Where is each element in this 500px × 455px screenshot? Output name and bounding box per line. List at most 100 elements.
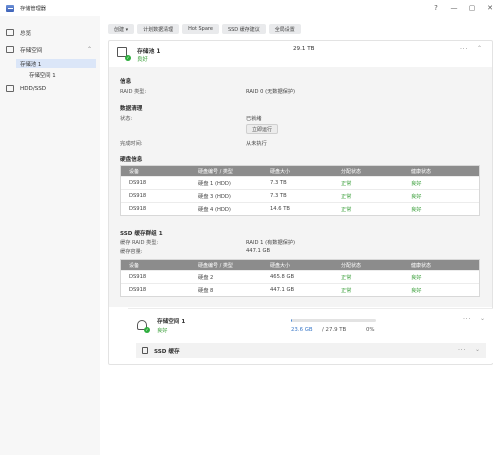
help-icon[interactable]: ? [434, 4, 438, 12]
schedule-scrub-button[interactable]: 计划数据清理 [137, 24, 180, 34]
table-row[interactable]: DS918 硬盘 8 447.1 GB 正常 良好 [121, 283, 479, 296]
device-cell: DS918 [129, 287, 147, 293]
chevron-up-icon[interactable]: ⌃ [476, 45, 482, 52]
disk-size-cell: 14.6 TB [270, 206, 290, 212]
raid-type-label: RAID 类型: [120, 89, 147, 95]
disk-size-cell: 447.1 GB [270, 287, 295, 293]
sidebar-item-storage[interactable]: 存储空间 ⌃ [6, 44, 96, 55]
disk-id-cell: 硬盘 3 (HDD) [198, 193, 231, 200]
allocation-status-cell: 正常 [341, 206, 352, 213]
ssd-cache-row[interactable]: SSD 缓存 ··· ⌄ [136, 343, 486, 358]
volume-icon: ✓ [137, 320, 150, 333]
sidebar-item-volume-1[interactable]: 存储空间 1 [29, 70, 56, 79]
storage-pool-icon: ✓ [117, 47, 131, 61]
global-settings-button[interactable]: 全局设置 [268, 24, 301, 34]
minimize-icon[interactable]: — [450, 4, 458, 12]
health-status-cell: 良好 [411, 206, 422, 213]
disk-id-cell: 硬盘 8 [198, 287, 214, 294]
volume-usage-fill [291, 319, 292, 322]
pool-detail: 信息 RAID 类型: RAID 0 (无数据保护) 数据清理 状态: 已就绪 … [109, 67, 492, 307]
device-cell: DS918 [129, 180, 147, 186]
cache-capacity-label: 缓存容量: [120, 249, 143, 255]
ssd-advice-button[interactable]: SSD 缓存建议 [221, 24, 266, 34]
more-icon[interactable]: ··· [457, 346, 466, 354]
sidebar-item-overview[interactable]: 总览 [6, 27, 96, 38]
volume-percent: 0% [366, 327, 375, 333]
title-bar: 存储管理器 ? — ▢ ✕ [0, 0, 500, 16]
disk-id-cell: 硬盘 2 [198, 274, 214, 281]
overview-icon [6, 29, 14, 36]
column-header: 硬盘编号 / 类型 [198, 168, 233, 175]
volume-used: 23.6 GB [291, 327, 313, 333]
ssd-cache-label: SSD 缓存 [154, 349, 180, 355]
column-header: 分配状态 [341, 168, 362, 175]
disk-size-cell: 7.3 TB [270, 180, 287, 186]
pool-name: 存储池 1 [137, 49, 161, 55]
disk-size-cell: 465.8 GB [270, 274, 295, 280]
completed-time-label: 完成时间: [120, 141, 143, 147]
sidebar-item-label: 存储空间 [20, 47, 43, 54]
allocation-status-cell: 正常 [341, 193, 352, 200]
chevron-down-icon[interactable]: ⌄ [479, 315, 485, 322]
column-header: 设备 [129, 262, 140, 269]
health-status-cell: 良好 [411, 287, 422, 294]
table-row[interactable]: DS918 硬盘 2 465.8 GB 正常 良好 [121, 270, 479, 283]
pool-status: 良好 [137, 57, 148, 63]
device-cell: DS918 [129, 193, 147, 199]
toolbar: 创建 ▾ 计划数据清理 Hot Spare SSD 缓存建议 全局设置 [108, 24, 301, 34]
storage-icon [6, 46, 14, 53]
table-row[interactable]: DS918 硬盘 3 (HDD) 7.3 TB 正常 良好 [121, 189, 479, 202]
sidebar-item-hdd-ssd[interactable]: HDD/SSD [6, 83, 96, 94]
check-icon: ✓ [125, 55, 131, 61]
storage-pool-panel: ✓ 存储池 1 良好 29.1 TB ··· ⌃ 信息 RAID 类型: RAI… [108, 40, 493, 365]
device-cell: DS918 [129, 206, 147, 212]
more-icon[interactable]: ··· [459, 45, 468, 53]
health-status-cell: 良好 [411, 274, 422, 281]
disk-table: 设备 硬盘编号 / 类型 硬盘大小 分配状态 健康状态 DS918 硬盘 1 (… [120, 165, 480, 216]
health-status-cell: 良好 [411, 193, 422, 200]
allocation-status-cell: 正常 [341, 287, 352, 294]
device-cell: DS918 [129, 274, 147, 280]
scrub-state-value: 已就绪 [246, 116, 262, 122]
pool-capacity: 29.1 TB [293, 46, 315, 52]
allocation-status-cell: 正常 [341, 274, 352, 281]
table-row[interactable]: DS918 硬盘 4 (HDD) 14.6 TB 正常 良好 [121, 202, 479, 215]
column-header: 健康状态 [411, 168, 432, 175]
table-row[interactable]: DS918 硬盘 1 (HDD) 7.3 TB 正常 良好 [121, 176, 479, 189]
volume-status: 良好 [157, 328, 168, 334]
column-header: 硬盘大小 [270, 168, 291, 175]
sidebar-item-label: HDD/SSD [20, 85, 47, 92]
sidebar: 总览 存储空间 ⌃ 存储池 1 存储空间 1 HDD/SSD [0, 16, 100, 455]
sidebar-item-label: 总览 [20, 30, 32, 37]
window-title: 存储管理器 [20, 5, 46, 12]
info-section-title: 信息 [120, 79, 132, 85]
hot-spare-button[interactable]: Hot Spare [182, 24, 219, 34]
completed-time-value: 从未执行 [246, 141, 267, 147]
disk-id-cell: 硬盘 4 (HDD) [198, 206, 231, 213]
hdd-icon [6, 85, 14, 92]
create-button[interactable]: 创建 ▾ [108, 24, 135, 34]
ssd-table: 设备 硬盘编号 / 类型 硬盘大小 分配状态 健康状态 DS918 硬盘 2 4… [120, 259, 480, 297]
scrub-section-title: 数据清理 [120, 106, 143, 112]
sidebar-item-label: 存储池 1 [20, 61, 42, 68]
pool-header[interactable]: ✓ 存储池 1 良好 29.1 TB ··· ⌃ [109, 41, 492, 67]
maximize-icon[interactable]: ▢ [468, 4, 476, 12]
cache-capacity-value: 447.1 GB [246, 248, 271, 254]
cache-raid-value: RAID 1 (有数据保护) [246, 240, 296, 246]
column-header: 设备 [129, 168, 140, 175]
column-header: 硬盘编号 / 类型 [198, 262, 233, 269]
volume-usage-bar [291, 319, 376, 322]
close-icon[interactable]: ✕ [487, 4, 493, 12]
check-icon: ✓ [144, 327, 150, 333]
sidebar-item-pool-1[interactable]: 存储池 1 [16, 59, 96, 68]
health-status-cell: 良好 [411, 180, 422, 187]
chevron-down-icon[interactable]: ⌄ [474, 346, 480, 353]
table-header: 设备 硬盘编号 / 类型 硬盘大小 分配状态 健康状态 [121, 166, 479, 176]
storage-manager-icon [6, 4, 14, 12]
chevron-up-icon[interactable]: ⌃ [86, 46, 92, 53]
disk-size-cell: 7.3 TB [270, 193, 287, 199]
table-header: 设备 硬盘编号 / 类型 硬盘大小 分配状态 健康状态 [121, 260, 479, 270]
more-icon[interactable]: ··· [462, 315, 471, 323]
run-now-button[interactable]: 立即运行 [246, 124, 279, 134]
ssd-icon [142, 347, 148, 354]
